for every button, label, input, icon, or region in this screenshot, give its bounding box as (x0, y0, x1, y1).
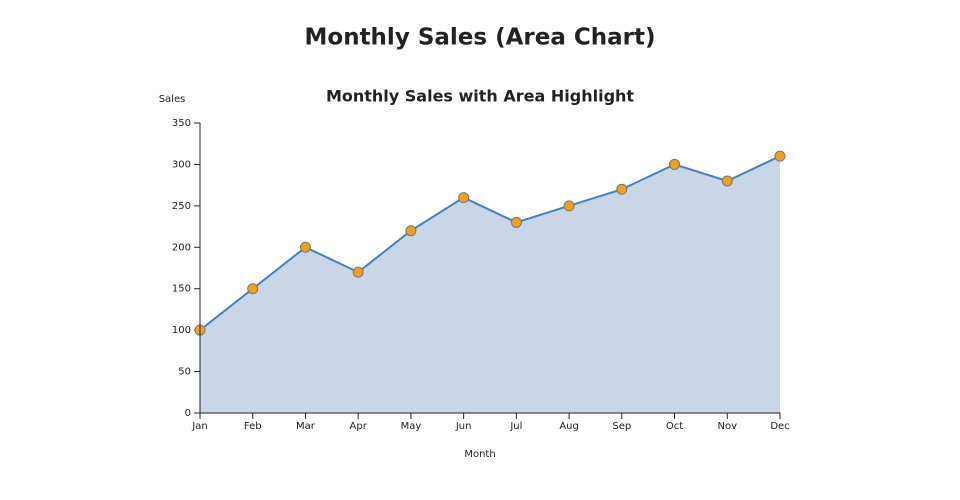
x-tick-label: Feb (244, 421, 262, 432)
y-tick-label: 350 (172, 118, 191, 129)
y-tick-label: 100 (172, 325, 191, 336)
marker (510, 216, 522, 228)
chart-title: Monthly Sales with Area Highlight (326, 87, 634, 106)
x-tick-label: Jun (455, 421, 472, 432)
marker (352, 266, 364, 278)
y-tick-label: 50 (178, 367, 191, 378)
marker (563, 200, 575, 212)
x-tick-label: Nov (718, 421, 738, 432)
y-tick-label: 150 (172, 284, 191, 295)
x-tick-label: Jan (191, 421, 207, 432)
page-title: Monthly Sales (Area Chart) (305, 25, 656, 51)
y-tick-label: 200 (172, 242, 191, 253)
marker (616, 183, 628, 195)
marker (405, 225, 417, 237)
marker (721, 175, 733, 187)
x-tick-label: Mar (296, 421, 316, 432)
x-tick-label: Jul (509, 421, 522, 432)
y-tick-label: 250 (172, 201, 191, 212)
line (199, 155, 781, 331)
y-tick-label: 0 (185, 408, 191, 419)
x-tick-label: Sep (612, 421, 631, 432)
marker (247, 283, 259, 295)
marker (669, 158, 681, 170)
x-tick-label: Oct (666, 421, 683, 432)
x-tick-label: Dec (770, 421, 789, 432)
y-tick-label: 300 (172, 159, 191, 170)
x-axis-label: Month (464, 449, 495, 460)
marker (774, 150, 786, 162)
marker (458, 192, 470, 204)
x-tick-label: May (401, 421, 422, 432)
area (200, 156, 780, 413)
x-tick-label: Aug (559, 421, 579, 432)
marker (299, 241, 311, 253)
y-axis-label: Sales (159, 94, 186, 105)
x-tick-label: Apr (350, 421, 368, 432)
